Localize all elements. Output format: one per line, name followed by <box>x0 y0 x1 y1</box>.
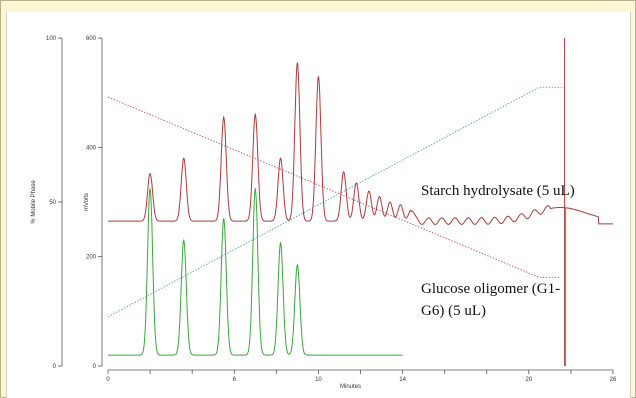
x-tick-label: 6 <box>233 377 237 383</box>
trace-glucose-oligomer <box>108 188 403 356</box>
right-tick-label: 400 <box>86 145 97 151</box>
percent-mobile-phase-axis: 0 50 100 % Mobile Phase <box>31 36 63 370</box>
minutes-axis: 0 6 10 14 20 26 Minutes <box>106 369 617 390</box>
x-tick-label: 20 <box>525 377 532 383</box>
x-tick-label: 10 <box>315 377 322 383</box>
annotation-1: Starch hydrolysate (5 uL) <box>421 183 575 199</box>
annotations: Starch hydrolysate (5 uL) Glucose oligome… <box>421 183 575 319</box>
x-tick-label: 14 <box>399 377 406 383</box>
right-tick-label: 200 <box>86 255 97 261</box>
annotation-2: Glucose oligomer (G1- <box>421 281 560 297</box>
left-axis-label: % Mobile Phase <box>31 180 37 224</box>
left-tick-label: 50 <box>49 200 56 206</box>
gradient-lines <box>107 86 565 318</box>
right-tick-label: 600 <box>86 36 97 42</box>
left-tick-label: 0 <box>53 364 57 370</box>
gradient-line-2 <box>107 86 565 318</box>
right-axis-label: mVolts <box>84 193 90 211</box>
trace-starch-hydrolysate <box>108 62 613 225</box>
x-tick-label: 0 <box>106 377 110 383</box>
left-tick-label: 100 <box>46 36 57 42</box>
annotation-3: G6) (5 uL) <box>421 303 486 319</box>
mvolts-axis: 0 200 400 600 mVolts <box>84 36 103 370</box>
x-tick-label: 26 <box>610 377 617 383</box>
x-axis-label: Minutes <box>340 384 361 390</box>
chromatogram-traces <box>108 38 613 366</box>
right-tick-label: 0 <box>93 364 97 370</box>
